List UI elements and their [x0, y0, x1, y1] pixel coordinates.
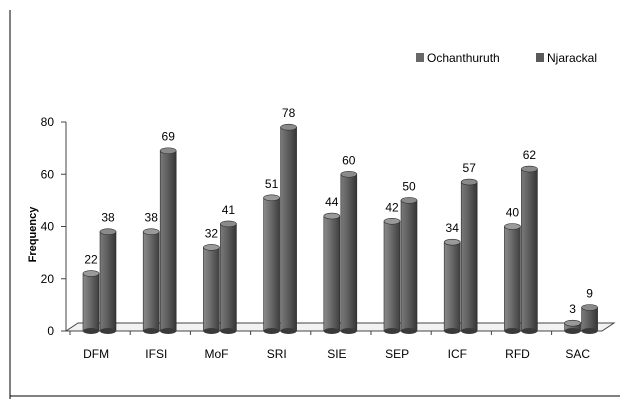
legend-label: Njarackal — [547, 51, 597, 65]
x-tick-label: SAC — [565, 347, 590, 361]
x-tick-label: RFD — [505, 347, 530, 361]
x-tick-label: IFSI — [145, 347, 167, 361]
data-label: 22 — [84, 253, 98, 267]
legend-swatch — [416, 53, 424, 62]
data-label: 41 — [222, 203, 236, 217]
x-tick-label: ICF — [448, 347, 467, 361]
data-label: 50 — [402, 179, 416, 193]
bar-ochanthuruth-sac — [564, 319, 581, 334]
legend-swatch — [536, 53, 544, 62]
bar-njarackal-mof — [220, 220, 237, 334]
bar-ochanthuruth-mof — [203, 244, 220, 334]
bar-ochanthuruth-dfm — [82, 270, 100, 334]
y-tick-label: 20 — [41, 272, 55, 286]
y-tick-label: 40 — [41, 220, 55, 234]
bar-ochanthuruth-sri — [263, 194, 280, 334]
bar-ochanthuruth-rfd — [504, 223, 521, 334]
legend-item-njarackal: Njarackal — [536, 51, 597, 65]
data-label: 42 — [385, 200, 399, 214]
bar-njarackal-rfd — [521, 165, 538, 334]
data-label: 34 — [446, 221, 460, 235]
bar-njarackal-ifsi — [159, 147, 177, 334]
data-label: 57 — [463, 161, 477, 175]
data-label: 32 — [205, 226, 219, 240]
data-label: 38 — [145, 211, 159, 225]
data-label: 60 — [342, 153, 356, 167]
data-label: 78 — [282, 106, 296, 120]
y-tick-label: 0 — [47, 324, 54, 338]
data-label: 62 — [523, 148, 537, 162]
bar-ochanthuruth-sep — [383, 217, 401, 334]
y-tick-label: 60 — [41, 167, 55, 181]
data-label: 40 — [506, 206, 520, 220]
legend-item-ochanthuruth: Ochanthuruth — [416, 51, 500, 65]
bar-njarackal-sri — [280, 123, 297, 334]
bar-njarackal-sep — [400, 197, 418, 334]
y-axis-title: Frequency — [27, 206, 39, 263]
bar-ochanthuruth-sie — [323, 212, 341, 334]
data-label: 9 — [586, 286, 593, 300]
bar-ochanthuruth-icf — [443, 238, 461, 334]
x-tick-label: DFM — [83, 347, 109, 361]
bar-njarackal-icf — [460, 178, 478, 334]
data-label: 3 — [569, 302, 576, 316]
bar-njarackal-sac — [581, 304, 598, 334]
x-tick-label: MoF — [205, 347, 229, 361]
bar-njarackal-sie — [340, 170, 358, 334]
x-tick-label: SEP — [385, 347, 409, 361]
data-label: 69 — [162, 130, 176, 144]
y-tick-label: 80 — [41, 115, 55, 129]
data-label: 44 — [325, 195, 339, 209]
data-label: 51 — [265, 177, 279, 191]
legend-label: Ochanthuruth — [427, 51, 500, 65]
bar-njarackal-dfm — [99, 228, 117, 334]
data-label: 38 — [101, 211, 115, 225]
bar-ochanthuruth-ifsi — [142, 228, 160, 334]
x-tick-label: SIE — [327, 347, 346, 361]
x-tick-label: SRI — [267, 347, 287, 361]
